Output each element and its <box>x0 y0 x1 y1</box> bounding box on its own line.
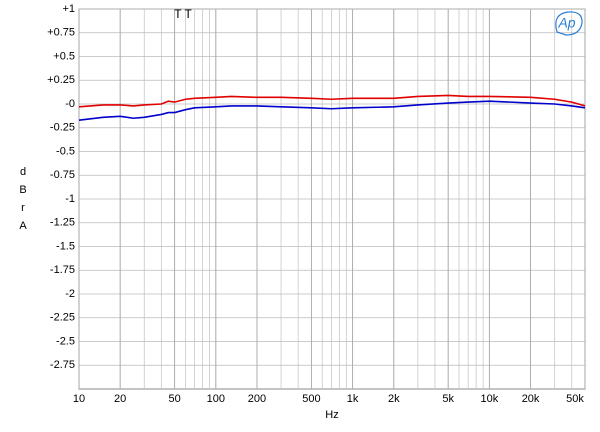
x-tick-label: 5k <box>442 393 454 405</box>
series-line <box>78 94 586 108</box>
y-tick-label: -0 <box>65 98 75 110</box>
x-axis-label: Hz <box>325 409 338 421</box>
y-tick-label: -0.25 <box>50 122 75 134</box>
x-tick-label: 10 <box>73 393 85 405</box>
y-tick-label: -1.5 <box>56 240 75 252</box>
y-tick-label: -2.25 <box>50 312 75 324</box>
y-tick-label: -0.75 <box>50 169 75 181</box>
series-line <box>78 100 586 121</box>
x-tick-label: 20k <box>522 393 540 405</box>
y-tick-label: -2.75 <box>50 359 75 371</box>
x-tick-label: 20 <box>114 393 126 405</box>
y-tick-label: -2.5 <box>56 335 75 347</box>
y-axis-label: dBr A <box>19 166 27 232</box>
y-tick-label: +1 <box>62 3 75 15</box>
x-tick-label: 50 <box>168 393 180 405</box>
x-tick-label: 50k <box>566 393 584 405</box>
annotation: T T <box>174 7 192 21</box>
x-tick-label: 10k <box>481 393 499 405</box>
x-tick-label: 500 <box>302 393 320 405</box>
x-tick-label: 1k <box>347 393 359 405</box>
y-tick-label: +0.5 <box>53 50 75 62</box>
logo-outline <box>555 11 583 36</box>
grid <box>78 8 586 389</box>
x-tick-label: 200 <box>248 393 266 405</box>
y-tick-label: -1 <box>65 193 75 205</box>
x-tick-label: 2k <box>388 393 400 405</box>
y-tick-label: -1.25 <box>50 217 75 229</box>
y-tick-label: -2 <box>65 288 75 300</box>
x-tick-label: 100 <box>207 393 225 405</box>
y-tick-label: +0.25 <box>47 74 75 86</box>
y-tick-label: -0.5 <box>56 145 75 157</box>
logo-text: Ap <box>557 15 575 31</box>
logo: Ap <box>555 11 583 36</box>
y-tick-label: -1.75 <box>50 264 75 276</box>
y-tick-label: +0.75 <box>47 27 75 39</box>
